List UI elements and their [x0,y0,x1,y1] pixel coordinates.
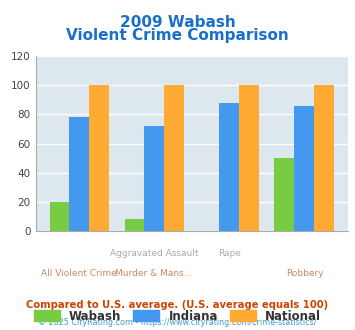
Text: All Violent Crime: All Violent Crime [41,269,117,278]
Text: Robbery: Robbery [286,269,323,278]
Text: Violent Crime Comparison: Violent Crime Comparison [66,28,289,43]
Bar [294,106,314,231]
Text: Compared to U.S. average. (U.S. average equals 100): Compared to U.S. average. (U.S. average … [26,300,329,310]
Text: Rape: Rape [218,249,241,258]
Text: 2009 Wabash: 2009 Wabash [120,15,235,30]
Bar [239,85,259,231]
Legend: Wabash, Indiana, National: Wabash, Indiana, National [34,310,321,322]
Bar [50,202,70,231]
Bar [70,117,89,231]
Text: Aggravated Assault: Aggravated Assault [110,249,198,258]
Bar [164,85,184,231]
Bar [125,219,144,231]
Text: © 2025 CityRating.com - https://www.cityrating.com/crime-statistics/: © 2025 CityRating.com - https://www.city… [38,318,317,327]
Bar [144,126,164,231]
Bar [219,103,239,231]
Text: Murder & Mans...: Murder & Mans... [115,269,193,278]
Bar [89,85,109,231]
Bar [274,158,294,231]
Bar [314,85,334,231]
